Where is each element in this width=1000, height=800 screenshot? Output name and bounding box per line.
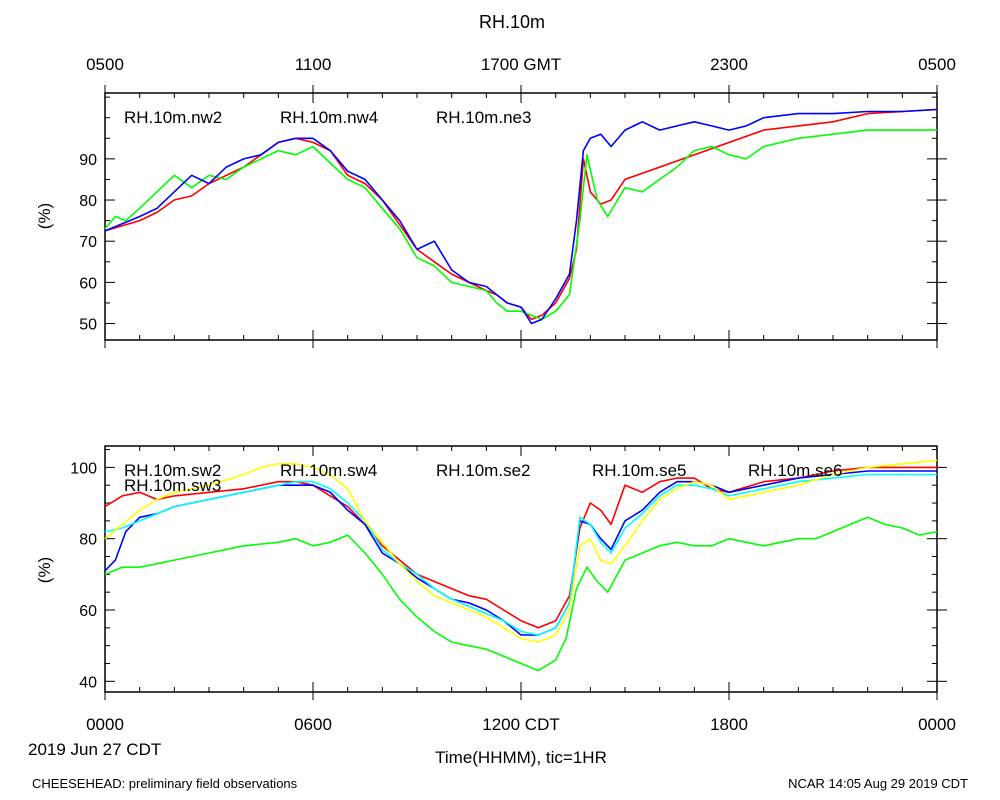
- legend-entry-rh-10m-ne3: RH.10m.ne3: [436, 108, 531, 127]
- y-tick-label: 100: [70, 460, 97, 477]
- y-tick-label: 70: [79, 234, 97, 251]
- bottom-ylabel: (%): [35, 557, 54, 583]
- top-axis-tick-label: 1100: [295, 55, 332, 74]
- legend-entry-rh-10m-nw4: RH.10m.nw4: [280, 108, 378, 127]
- legend-entry-rh-10m-sw3: RH.10m.sw3: [124, 476, 221, 495]
- y-tick-label: 80: [79, 532, 97, 549]
- y-tick-label: 50: [79, 317, 97, 334]
- y-tick-label: 80: [79, 193, 97, 210]
- top-axis-tick-label: 1700 GMT: [481, 55, 561, 74]
- legend-entry-rh-10m-sw2: RH.10m.sw2: [124, 461, 221, 480]
- bottom-panel: 40 60 80 100 0000 0600 1200 CDT 1800 0000 RH.10…: [35, 445, 956, 734]
- series-line-rh-10m-se2: [104, 473, 937, 636]
- top-axis-tick-label: 2300: [710, 55, 748, 74]
- y-tick-label: 90: [79, 152, 97, 169]
- bottom-panel-frame: [104, 445, 938, 693]
- series-line-rh-10m-sw2: [104, 466, 937, 629]
- series-line-rh-10m-nw2: [104, 108, 938, 321]
- top-panel-frame: [104, 92, 938, 341]
- footer-right: NCAR 14:05 Aug 29 2019 CDT: [788, 776, 968, 791]
- chart-title: RH.10m: [479, 12, 545, 32]
- legend-entry-rh-10m-se6: RH.10m.se6: [748, 461, 842, 480]
- date-label: 2019 Jun 27 CDT: [28, 740, 161, 759]
- top-axis-tick-label: 0500: [86, 55, 124, 74]
- legend-entry-rh-10m-se5: RH.10m.se5: [592, 461, 686, 480]
- series-line-rh-10m-sw3: [104, 516, 938, 672]
- y-tick-label: 40: [79, 674, 97, 691]
- legend-entry-rh-10m-se2: RH.10m.se2: [436, 461, 530, 480]
- x-tick-label: 0000: [918, 715, 956, 734]
- y-tick-label: 60: [79, 603, 97, 620]
- top-panel: 50 60 70 80 90 0500 1100 1700 GMT 2300 0500 RH.1…: [35, 55, 956, 348]
- x-axis-label: Time(HHMM), tic=1HR: [435, 748, 607, 767]
- series-line-rh-10m-nw4: [104, 129, 937, 321]
- x-tick-label: 1200 CDT: [482, 715, 559, 734]
- x-tick-label: 0000: [86, 715, 124, 734]
- y-tick-label: 60: [79, 275, 97, 292]
- x-tick-label: 1800: [710, 715, 748, 734]
- series-line-rh-10m-ne3: [104, 108, 938, 325]
- x-tick-label: 0600: [294, 715, 332, 734]
- top-axis-tick-label: 0500: [918, 55, 956, 74]
- legend-entry-rh-10m-nw2: RH.10m.nw2: [124, 108, 222, 127]
- series-line-rh-10m-se6: [104, 459, 938, 643]
- footer-left: CHEESEHEAD: preliminary field observatio…: [32, 776, 298, 791]
- legend-entry-rh-10m-sw4: RH.10m.sw4: [280, 461, 377, 480]
- top-ylabel: (%): [35, 203, 54, 229]
